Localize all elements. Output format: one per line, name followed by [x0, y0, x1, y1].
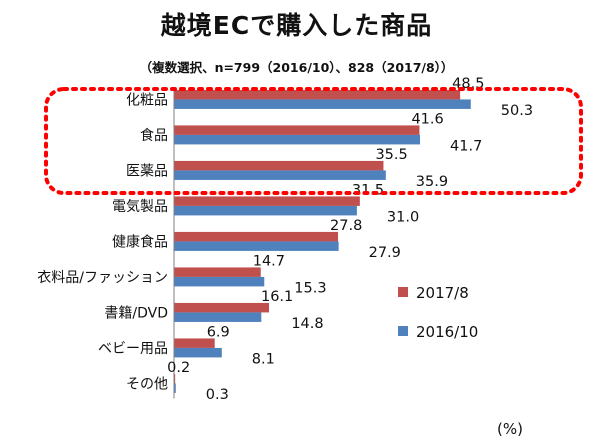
- value-label: 8.1: [252, 351, 275, 367]
- bar-2016-10: [174, 205, 357, 216]
- value-labels: 48.550.341.641.735.535.931.531.027.827.9…: [167, 76, 533, 403]
- value-label: 27.9: [369, 245, 401, 261]
- bar-2017-8: [174, 338, 215, 348]
- chart-title: 越境ECで購入した商品: [160, 11, 433, 40]
- bar-2017-8: [174, 196, 360, 206]
- legend: 2017/8 2016/10: [398, 284, 478, 341]
- value-label: 35.9: [416, 174, 448, 190]
- value-label: 6.9: [207, 324, 230, 340]
- value-label: 15.3: [294, 280, 326, 296]
- category-label: 食品: [140, 127, 168, 144]
- category-label: 医薬品: [126, 163, 168, 179]
- value-label: 0.3: [206, 387, 229, 403]
- value-label: 0.2: [167, 360, 190, 376]
- category-label: その他: [126, 376, 168, 392]
- bar-2016-10: [174, 383, 176, 393]
- unit-label: (%): [497, 420, 523, 438]
- value-label: 14.8: [291, 316, 323, 332]
- value-label: 50.3: [501, 103, 533, 119]
- value-label: 16.1: [261, 289, 293, 305]
- category-label: 書籍/DVD: [104, 304, 168, 321]
- bar-2017-8: [174, 302, 269, 313]
- bar-2017-8: [174, 267, 261, 277]
- bar-2016-10: [174, 99, 471, 109]
- value-label: 31.0: [387, 209, 419, 225]
- bar-2017-8: [174, 125, 420, 135]
- value-label: 41.6: [411, 111, 443, 127]
- bar-2016-10: [174, 170, 386, 180]
- bar-2016-10: [174, 134, 421, 145]
- chart-subtitle: （複数選択、n=799（2016/10）、828（2017/8））: [139, 60, 454, 75]
- bar-2017-8: [174, 160, 384, 171]
- value-label: 14.7: [253, 253, 285, 269]
- category-label: 化粧品: [126, 92, 168, 108]
- bar-2016-10: [174, 276, 265, 287]
- category-label: 電気製品: [112, 199, 168, 215]
- bars-layer: [174, 89, 471, 393]
- bar-2016-10: [174, 312, 262, 322]
- value-label: 35.5: [375, 147, 407, 163]
- bar-2016-10: [174, 241, 339, 251]
- highlight-box: [44, 87, 583, 195]
- bar-2016-10: [174, 347, 222, 358]
- legend-swatch-2016-10: [398, 326, 408, 336]
- category-label: ベビー用品: [98, 341, 168, 357]
- category-label: 衣料品/ファッション: [37, 270, 168, 286]
- value-label: 31.5: [352, 182, 384, 198]
- legend-label: 2016/10: [416, 323, 478, 341]
- bar-2017-8: [174, 231, 339, 242]
- bar-2017-8: [174, 373, 176, 384]
- bar-2017-8: [174, 89, 461, 100]
- legend-swatch-2017-8: [398, 287, 408, 297]
- legend-label: 2017/8: [416, 284, 469, 302]
- value-label: 27.8: [330, 218, 362, 234]
- value-label: 41.7: [450, 138, 482, 154]
- category-label: 健康食品: [112, 233, 168, 250]
